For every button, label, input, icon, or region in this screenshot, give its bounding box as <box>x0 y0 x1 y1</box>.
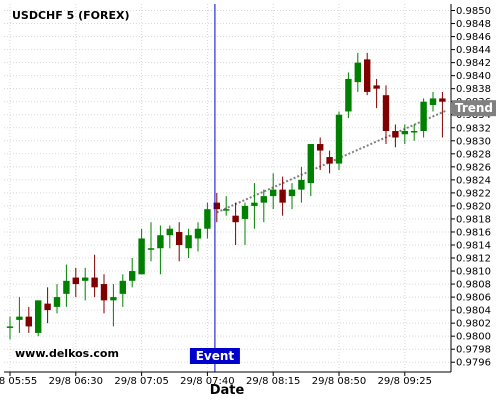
event-layer: Event <box>189 4 240 372</box>
y-tick-label: 0.9808 <box>456 280 491 291</box>
candle-body <box>335 114 343 164</box>
candle-body <box>185 235 192 249</box>
y-tick-label: 0.9838 <box>456 84 491 95</box>
watermark: www.delkos.com <box>15 347 119 360</box>
candle-body <box>345 78 352 112</box>
candle-body <box>382 95 390 132</box>
candle-body <box>166 228 173 236</box>
candle-body <box>129 271 136 281</box>
trend-label-box <box>452 100 496 117</box>
candle-body <box>53 297 61 307</box>
candle-body <box>373 85 380 89</box>
candle-body <box>354 62 361 83</box>
y-tick-label: 0.9818 <box>456 214 491 225</box>
candle-body <box>241 205 249 219</box>
candle-body <box>100 284 108 301</box>
y-tick-label: 0.9848 <box>456 19 491 30</box>
candle-body <box>401 131 408 135</box>
x-tick-label: 29/8 09:25 <box>378 376 432 387</box>
candle-body <box>138 238 145 275</box>
candle-body <box>110 297 117 301</box>
candle-body <box>317 144 324 151</box>
y-tick-label: 0.9840 <box>456 71 491 82</box>
candle-body <box>232 215 239 223</box>
y-tick-label: 0.9816 <box>456 227 491 238</box>
candle-body <box>194 228 202 239</box>
y-tick-label: 0.9850 <box>456 6 491 17</box>
candle-body <box>420 101 427 132</box>
x-tick-label: 29/8 08:50 <box>312 376 366 387</box>
candle-body <box>251 202 258 206</box>
candle-body <box>260 196 267 203</box>
candle-body <box>270 189 277 197</box>
candle-body <box>16 316 23 320</box>
y-tick-label: 0.9812 <box>456 254 491 265</box>
candle-body <box>35 300 42 333</box>
y-tick-label: 0.9828 <box>456 149 491 160</box>
y-tick-label: 0.9810 <box>456 267 491 278</box>
candle-body <box>91 277 98 288</box>
y-tick-label: 0.9832 <box>456 123 491 134</box>
candle-body <box>429 98 437 105</box>
y-tick-label: 0.9814 <box>456 240 491 251</box>
candle-body <box>157 235 164 249</box>
trend-label: Trend <box>455 101 493 115</box>
y-tick-label: 0.9830 <box>456 136 491 147</box>
chart-title: USDCHF 5 (FOREX) <box>12 9 129 22</box>
x-tick-label: 29/8 06:30 <box>49 376 103 387</box>
candle-body <box>439 98 446 102</box>
x-tick-label: 29/8 07:05 <box>114 376 168 387</box>
y-tick-label: 0.9806 <box>456 293 491 304</box>
candles <box>6 52 446 340</box>
candle-body <box>25 316 32 327</box>
candle-body <box>63 280 70 294</box>
x-tick-label: 29/8 05:55 <box>0 376 37 387</box>
candle-body <box>119 280 126 294</box>
candle-body <box>223 209 230 211</box>
candle-body <box>44 303 51 311</box>
candle-body <box>213 202 220 210</box>
candle-body <box>364 59 371 92</box>
candle-body <box>411 131 418 133</box>
event-label: Event <box>196 349 235 363</box>
y-tick-label: 0.9800 <box>456 332 491 343</box>
y-tick-label: 0.9842 <box>456 58 491 69</box>
candle-body <box>176 231 183 245</box>
candle-body <box>279 189 286 203</box>
candle-body <box>298 179 305 190</box>
y-tick-label: 0.9826 <box>456 162 491 173</box>
x-tick-label: 29/8 07:40 <box>180 376 234 387</box>
candle-body <box>307 144 314 184</box>
y-tick-label: 0.9820 <box>456 201 491 212</box>
x-tick-label: 29/8 08:15 <box>246 376 300 387</box>
y-tick-label: 0.9824 <box>456 175 491 186</box>
axes: 0.9796 0.9798 0.9800 0.9802 0.9804 0.9806 0.98… <box>0 4 496 387</box>
candle-body <box>392 131 399 138</box>
candle-body <box>72 277 79 285</box>
candle-body <box>147 248 155 250</box>
candle-body <box>326 157 333 164</box>
candle-body <box>204 209 211 229</box>
y-tick-label: 0.9804 <box>456 306 491 317</box>
event-label-box <box>189 348 240 364</box>
candle-body <box>6 326 14 328</box>
grid <box>4 4 451 372</box>
y-tick-label: 0.9796 <box>456 358 491 369</box>
y-tick-label: 0.9802 <box>456 319 491 330</box>
x-axis-label: Date <box>210 383 245 398</box>
y-tick-label: 0.9798 <box>456 345 491 356</box>
candle-body <box>288 189 296 197</box>
y-tick-label: 0.9846 <box>456 32 491 43</box>
y-tick-label: 0.9822 <box>456 188 491 199</box>
candle-body <box>82 277 89 281</box>
y-tick-label: 0.9844 <box>456 45 491 56</box>
